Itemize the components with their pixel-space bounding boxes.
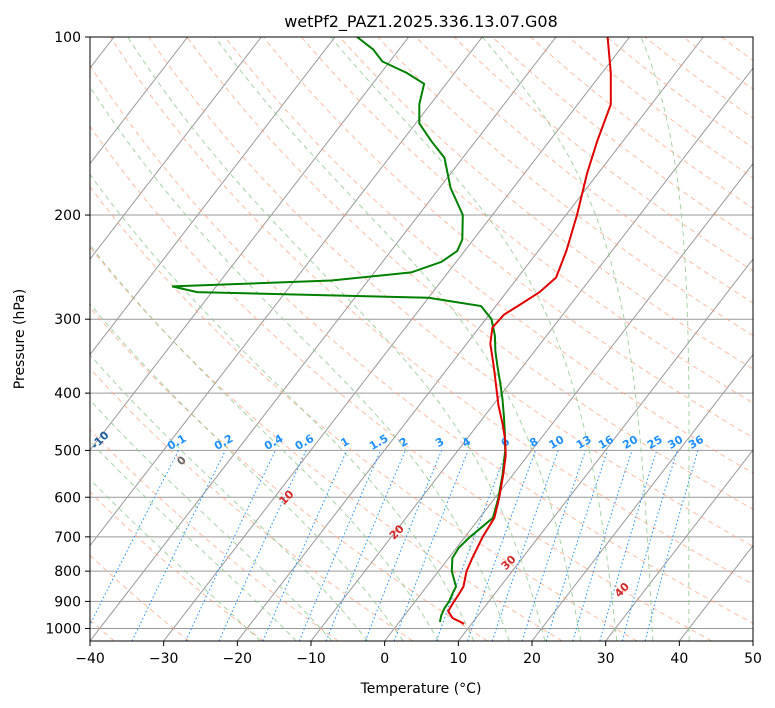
isotherm-line xyxy=(457,258,753,641)
mixing-ratio-line xyxy=(325,450,406,641)
dry-adiabat-line xyxy=(90,306,488,641)
moist-adiabat-line xyxy=(90,173,475,641)
mixing-ratio-line xyxy=(644,450,699,641)
moist-adiabat-line xyxy=(90,244,439,641)
mixing-ratio-line xyxy=(467,450,537,641)
dry-adiabat-line xyxy=(377,37,753,337)
mixing-ratio-line xyxy=(364,450,443,641)
mixing-ratio-line xyxy=(521,450,587,641)
x-tick-label: 50 xyxy=(744,651,762,667)
isotherm-line xyxy=(605,449,753,641)
y-tick-label: 100 xyxy=(54,30,81,46)
y-tick-label: 800 xyxy=(54,564,81,580)
dry-adiabat-line xyxy=(90,554,190,641)
isotherm-line xyxy=(90,37,483,547)
y-axis: 100 200 300 400 500 600 700 800 900 1000 xyxy=(45,30,90,637)
mixing-ratio-line xyxy=(90,450,180,626)
mixing-ratio-line xyxy=(298,450,382,641)
plot-area: 0.10.20.40.611.52346810131620253036-100-… xyxy=(90,37,753,641)
x-tick-label: −30 xyxy=(149,651,179,667)
y-axis-label: Pressure (hPa) xyxy=(12,289,28,389)
x-axis-label: Temperature (°C) xyxy=(360,681,482,697)
dry-adiabat-line xyxy=(90,64,753,624)
x-tick-label: −20 xyxy=(223,651,253,667)
moist-adiabat-line xyxy=(214,37,582,641)
x-tick-label: 10 xyxy=(449,651,467,667)
y-tick-label: 700 xyxy=(54,530,81,546)
dry-adiabat-line xyxy=(90,246,563,641)
moist-adiabat-line xyxy=(90,354,369,641)
moist-adiabat-line xyxy=(90,85,510,641)
x-tick-label: 0 xyxy=(380,651,389,667)
mixing-ratio-line xyxy=(491,450,559,641)
dry-adiabat-line xyxy=(186,37,753,510)
y-tick-label: 600 xyxy=(54,490,81,506)
moist-adiabat-line xyxy=(330,37,618,641)
y-tick-label: 900 xyxy=(54,594,81,610)
isotherm-line xyxy=(90,37,189,165)
dry-adiabat-line xyxy=(90,125,712,641)
dry-adiabats xyxy=(90,37,753,641)
x-axis: −40 −30 −20 −10 0 10 20 30 40 50 xyxy=(75,641,762,667)
x-tick-label: −10 xyxy=(296,651,326,667)
isotherm-line xyxy=(384,162,753,641)
isotherm-line xyxy=(236,37,704,641)
chart-title: wetPf2_PAZ1.2025.336.13.07.G08 xyxy=(284,12,558,32)
y-tick-label: 300 xyxy=(54,312,81,328)
moist-adiabat-line xyxy=(481,37,654,641)
x-tick-label: 40 xyxy=(670,651,688,667)
isobar-grid xyxy=(90,37,753,629)
x-tick-label: 30 xyxy=(597,651,615,667)
plot-frame xyxy=(89,36,754,642)
y-tick-label: 200 xyxy=(54,208,81,224)
isotherm-line xyxy=(90,37,336,356)
y-tick-label: 400 xyxy=(54,386,81,402)
moist-adiabat-line xyxy=(90,399,333,641)
dry-adiabat-line xyxy=(148,37,753,547)
isotherm-line xyxy=(531,353,753,641)
mixing-ratio-line xyxy=(393,450,469,641)
mixing-ratio-line xyxy=(599,450,658,641)
isotherm-line xyxy=(90,37,410,451)
dry-adiabat-line xyxy=(90,429,339,641)
dry-adiabat-line xyxy=(90,367,414,641)
temperature-profile-line xyxy=(447,37,612,625)
x-tick-label: 20 xyxy=(523,651,541,667)
y-tick-label: 500 xyxy=(54,443,81,459)
moist-adiabats xyxy=(90,37,690,641)
dry-adiabat-line xyxy=(301,37,753,404)
isotherm-line xyxy=(310,67,753,641)
moist-adiabat-line xyxy=(90,478,261,641)
mixing-ratio-line xyxy=(621,450,678,641)
mixing-ratio-lines xyxy=(90,450,699,641)
moist-adiabat-line xyxy=(90,440,297,641)
isotherm-line xyxy=(90,37,557,641)
x-tick-label: −40 xyxy=(75,651,105,667)
mixing-ratio-line xyxy=(572,450,633,641)
moist-adiabat-line xyxy=(640,37,690,641)
mixing-ratio-line xyxy=(435,450,508,641)
dry-adiabat-line xyxy=(90,185,638,641)
y-tick-label: 1000 xyxy=(45,621,81,637)
mixing-ratio-line xyxy=(545,450,609,641)
isotherm-line xyxy=(163,37,631,641)
mixing-ratio-line xyxy=(262,450,348,641)
